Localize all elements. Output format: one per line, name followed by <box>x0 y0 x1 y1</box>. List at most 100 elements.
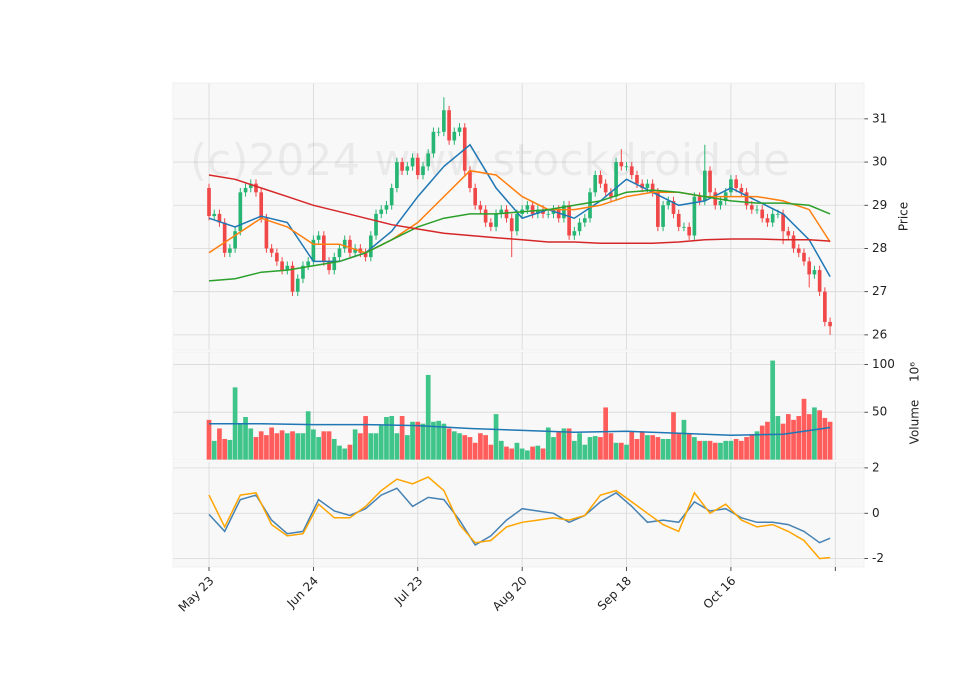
line <box>208 174 831 245</box>
volume-bar <box>311 429 316 460</box>
volume-bar <box>806 414 812 460</box>
candle-body <box>629 166 634 176</box>
candle-body <box>295 278 300 292</box>
y-tick-label: 29 <box>872 198 887 212</box>
volume-bar <box>530 446 535 460</box>
volume-bar <box>733 438 739 460</box>
volume-bar <box>582 444 588 460</box>
candle-body <box>734 179 738 188</box>
candle-body <box>415 157 420 176</box>
candle-body <box>379 209 384 214</box>
volume-bar <box>227 439 233 460</box>
volume-bar <box>269 427 274 460</box>
volume-bar <box>817 410 822 460</box>
volume-bar <box>639 431 645 460</box>
candle-body <box>650 183 655 193</box>
volume-bar <box>253 437 259 460</box>
candle-body <box>760 209 765 219</box>
candle-body <box>489 222 493 227</box>
candle-body <box>248 183 253 188</box>
volume-bar <box>702 440 708 460</box>
volume-bar <box>415 421 421 460</box>
line <box>208 189 831 282</box>
volume-bar <box>765 421 770 460</box>
candle-body <box>708 170 712 193</box>
plot-frame <box>172 351 865 461</box>
candle-body <box>483 209 488 223</box>
candle-body <box>431 131 436 154</box>
volume-bar <box>258 431 264 460</box>
volume-bar <box>509 448 515 460</box>
candle-body <box>468 170 472 188</box>
volume-bar <box>373 433 379 460</box>
candle-body <box>702 170 707 201</box>
marks <box>206 97 833 560</box>
candle-body <box>682 226 686 228</box>
volume-bar <box>384 416 389 460</box>
volume-bar <box>274 433 280 460</box>
candle-body <box>593 175 598 193</box>
volume-bar <box>571 440 577 460</box>
volume-bar <box>300 433 306 460</box>
candle-body <box>368 235 373 258</box>
candle-body <box>238 192 243 232</box>
volume-bar <box>629 431 635 460</box>
candle-body <box>285 265 290 271</box>
candle-body <box>499 209 504 214</box>
candle-body <box>275 252 279 262</box>
candle-body <box>812 270 817 275</box>
volume-bar <box>561 428 567 460</box>
volume-bar <box>822 417 828 460</box>
volume-bar <box>462 435 468 460</box>
volume-bar <box>618 442 624 460</box>
volume-bar <box>290 431 295 460</box>
volume-bar <box>592 436 598 460</box>
volume-bar <box>540 448 546 460</box>
candle-body <box>494 213 498 227</box>
volume-bar <box>655 437 661 460</box>
candle-body <box>624 166 629 168</box>
candle-body <box>363 252 368 258</box>
volume-bar <box>676 433 682 460</box>
volume-bar <box>378 425 384 460</box>
candle-body <box>687 226 691 236</box>
y-tick-label: 2 <box>872 460 880 474</box>
volume-bar <box>352 429 358 460</box>
volume-bar <box>321 431 327 460</box>
volume-bar <box>749 435 755 460</box>
volume-bar <box>613 442 619 460</box>
plot-background <box>173 462 864 567</box>
candle-body <box>311 239 316 262</box>
volume-bar <box>295 433 301 460</box>
candle-body <box>259 192 264 219</box>
candle-body <box>530 205 535 214</box>
volume-bar <box>603 407 609 460</box>
candle-body <box>635 175 639 184</box>
volume-bar <box>587 437 593 460</box>
candle-body <box>588 192 592 219</box>
y-axis-title: Price <box>897 202 911 231</box>
candle-body <box>436 131 441 133</box>
candle-body <box>786 231 791 236</box>
volume-bar <box>363 416 368 460</box>
y-tick-label: 30 <box>872 155 887 169</box>
candle-body <box>661 205 665 227</box>
candle-body <box>823 291 827 322</box>
volume-bar <box>446 428 452 460</box>
volume-bar <box>337 445 342 460</box>
volume-bar <box>326 431 332 460</box>
volume-bar <box>436 420 441 460</box>
volume-bar <box>645 435 650 460</box>
volume-bar <box>775 416 781 460</box>
volume-bar <box>770 360 776 460</box>
volume-bar <box>368 433 374 460</box>
volume-bar <box>451 431 457 460</box>
candle-body <box>337 248 342 258</box>
volume-bar <box>331 438 337 460</box>
candle-body <box>572 231 577 236</box>
candle-body <box>582 218 587 223</box>
volume-bar <box>222 438 228 460</box>
volume-bar <box>264 435 269 460</box>
candle-body <box>504 209 509 219</box>
